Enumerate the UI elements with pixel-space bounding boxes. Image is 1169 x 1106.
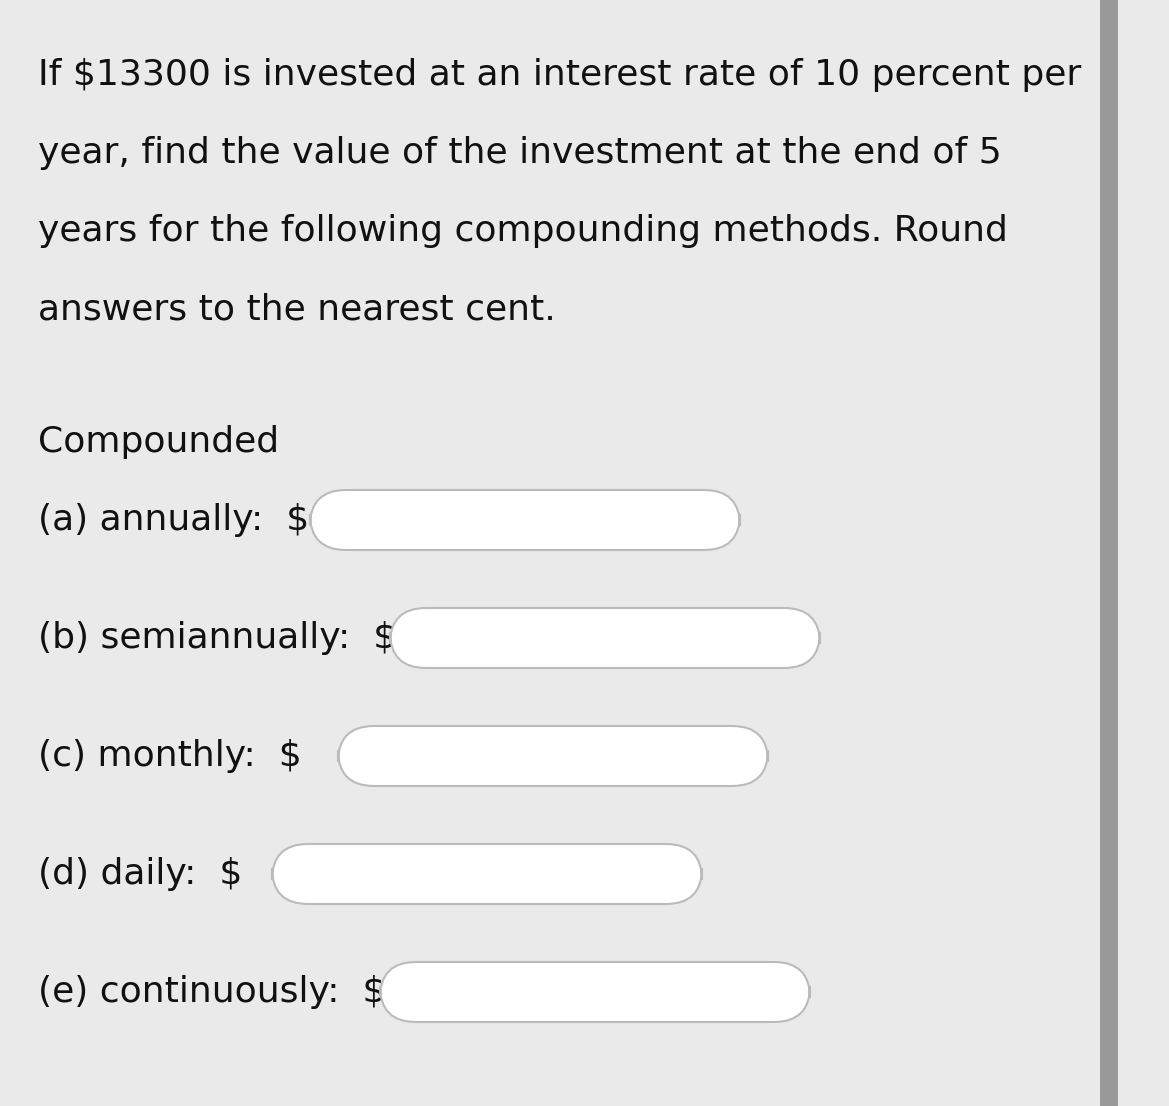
- Text: (c) monthly:  $: (c) monthly: $: [39, 739, 302, 773]
- Text: answers to the nearest cent.: answers to the nearest cent.: [39, 292, 555, 326]
- Text: (b) semiannually:  $: (b) semiannually: $: [39, 620, 396, 655]
- FancyBboxPatch shape: [272, 844, 703, 904]
- Text: (e) continuously:  $: (e) continuously: $: [39, 975, 386, 1009]
- Bar: [1100, 0, 1118, 1106]
- Text: If $13300 is invested at an interest rate of 10 percent per: If $13300 is invested at an interest rat…: [39, 58, 1081, 92]
- FancyBboxPatch shape: [310, 490, 740, 550]
- FancyBboxPatch shape: [380, 962, 810, 1022]
- Text: (a) annually:  $: (a) annually: $: [39, 503, 310, 538]
- Text: Compounded: Compounded: [39, 425, 279, 459]
- Text: (d) daily:  $: (d) daily: $: [39, 857, 242, 891]
- Text: year, find the value of the investment at the end of 5: year, find the value of the investment a…: [39, 136, 1002, 170]
- FancyBboxPatch shape: [390, 608, 819, 668]
- FancyBboxPatch shape: [338, 726, 768, 786]
- Text: years for the following compounding methods. Round: years for the following compounding meth…: [39, 213, 1008, 248]
